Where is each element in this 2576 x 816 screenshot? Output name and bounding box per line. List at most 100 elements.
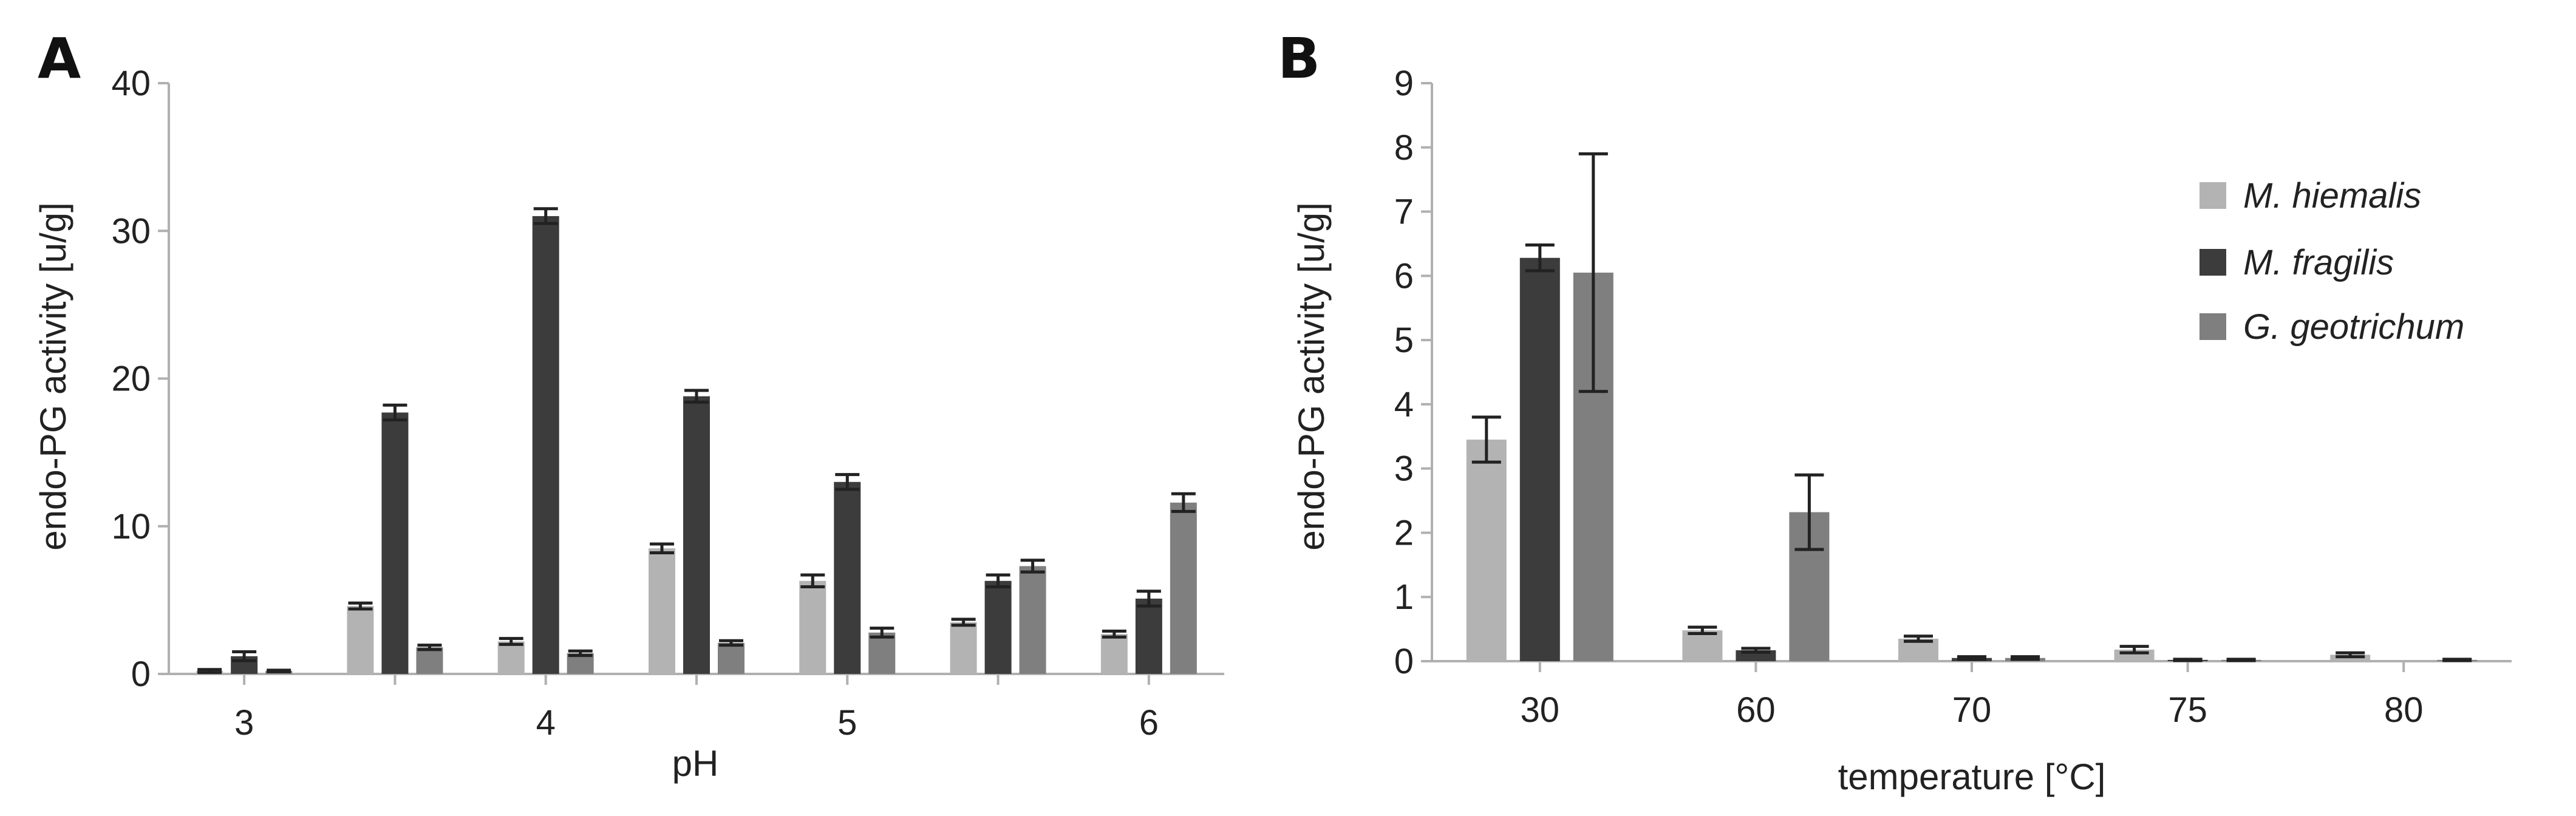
panel-a-error-bar-series-2-6 [1136,590,1161,608]
panel-a-bar-series-2-4 [532,216,559,674]
panel-a-error-bar-series-1-5 [800,573,825,588]
panel-b-y-tick-label: 7 [1394,192,1414,232]
legend-swatch-m-fragilis [2199,249,2226,276]
panel-a-tick-labels: 0 10 20 30 40 3 4 5 6 [111,64,1159,743]
panel-b-error-bars [1471,152,2472,662]
panel-a-bar-series-3-4-5 [718,642,745,674]
panel-b-error-bar-m-fragilis-30 [1525,243,1555,273]
panel-b-y-tick-label: 3 [1394,449,1414,489]
panel-b-label: B [1278,26,1320,91]
panel-a-bar-series-3-6 [1170,502,1197,674]
panel-a-error-bar-series-3-4-5 [719,639,743,647]
panel-b-error-bar-m-fragilis-75 [2173,658,2203,662]
panel-a-bar-series-1-5-5 [950,622,977,674]
panel-a-error-bar-series-2-5-5 [986,573,1010,588]
panel-b-error-bar-g-geotrichum-80 [2442,658,2472,662]
legend-swatch-g-geotrichum [2199,313,2226,340]
panel-a-error-bar-series-1-6 [1102,629,1126,639]
panel-a-error-bar-series-1-4 [499,637,523,646]
panel-a-bar-series-2-6 [1135,598,1162,674]
panel-a-bar-series-2-3-5 [381,412,409,674]
panel-a-bar-series-1-6 [1100,634,1128,674]
panel-a-bar-series-1-5 [799,580,826,674]
panel-a-error-bar-series-3-3 [267,668,291,673]
panel-a-error-bar-series-2-4 [533,207,558,225]
panel-a-bar-series-1-4-5 [649,548,675,674]
panel-a-axes [158,82,1224,685]
panel-a-error-bar-series-2-3 [232,650,257,662]
panel-b-y-tick-label: 2 [1394,513,1414,552]
legend-label-m-hiemalis: M. hiemalis [2243,176,2421,216]
panel-b-y-tick-label: 1 [1394,577,1414,617]
panel-b-y-tick-label: 0 [1394,642,1414,681]
panel-a-bar-series-1-4 [497,641,525,674]
panel-a-error-bar-series-3-4 [568,649,593,658]
panel-a-y-axis-title: endo-PG activity [u/g] [33,202,73,551]
panel-b-error-bar-m-fragilis-60 [1741,647,1771,654]
legend-item-m-hiemalis: M. hiemalis [2199,176,2421,216]
panel-a-error-bar-series-2-3-5 [383,403,407,422]
panel-a-y-tick-label: 40 [111,64,151,103]
panel-a-bar-series-2-5-5 [984,580,1012,674]
panel-a-error-bar-series-3-5 [870,627,894,639]
panel-a-y-tick-label: 20 [111,359,151,399]
panel-a-error-bar-series-3-5-5 [1020,559,1045,574]
panel-b-bar-m-fragilis-30 [1519,257,1560,661]
panel-a-bar-series-3-3-5 [416,647,443,674]
panel-b-error-bar-m-fragilis-70 [1957,655,1986,661]
panel-b-error-bar-g-geotrichum-75 [2226,658,2256,662]
panel-a-x-axis-title: pH [672,743,719,784]
panel-a-bar-series-3-5-5 [1019,566,1046,674]
panel-a-x-tick-label-6: 6 [1139,703,1159,743]
panel-a-bar-series-2-4-5 [683,396,710,674]
panel-b-error-bar-g-geotrichum-70 [2011,655,2040,661]
panel-a-error-bar-series-3-6 [1171,492,1196,513]
panel-a-label: A [38,26,81,91]
panel-b-tick-labels: 0 1 2 3 4 5 6 7 8 9 30 60 70 75 80 [1394,64,2424,730]
panel-b-bar-m-hiemalis-60 [1682,630,1723,661]
panel-a-error-bars [197,207,1196,675]
legend-label-m-fragilis: M. fragilis [2243,243,2394,282]
panel-a-x-tick-label-4: 4 [536,703,556,743]
panel-a-bar-series-1-3-5 [347,606,374,674]
panel-b-error-bar-m-hiemalis-80 [2336,651,2365,659]
panel-b-y-tick-label: 8 [1394,128,1414,168]
panel-a-x-tick-label-3: 3 [234,703,254,743]
panel-b-x-tick-label-70: 70 [1952,690,1992,730]
legend-item-m-fragilis: M. fragilis [2199,243,2394,282]
panel-b-x-tick-label-75: 75 [2168,690,2207,730]
panel-a-y-tick-label: 10 [111,507,151,546]
panel-a-error-bar-series-1-3-5 [348,601,373,611]
panel-a-error-bar-series-2-4-5 [684,389,709,404]
panel-b-error-bar-g-geotrichum-60 [1794,473,1824,551]
panel-b-chart: B endo-PG activity [u/g] temperature [°C… [1278,26,2512,797]
panel-a-error-bar-series-1-5-5 [951,617,976,627]
panel-a-y-tick-label: 0 [131,654,151,694]
panel-a-y-tick-label: 30 [111,211,151,251]
panel-b-y-tick-label: 9 [1394,64,1414,103]
panel-a-error-bar-series-1-3 [197,668,222,675]
panel-b-error-bar-g-geotrichum-30 [1578,152,1608,393]
panel-b-error-bar-m-hiemalis-30 [1471,415,1501,464]
panel-b-y-tick-label: 5 [1394,321,1414,360]
panel-b-x-tick-label-60: 60 [1736,690,1776,730]
panel-a-bar-series-2-5 [834,481,861,674]
panel-b-y-tick-label: 6 [1394,256,1414,296]
panel-b-x-tick-label-30: 30 [1521,690,1560,730]
panel-b-bar-m-hiemalis-30 [1466,440,1507,661]
panel-a-bar-series-3-5 [868,632,896,674]
panel-b-x-tick-label-80: 80 [2384,690,2424,730]
legend-swatch-m-hiemalis [2199,182,2226,209]
panel-b-x-axis-title: temperature [°C] [1838,756,2106,797]
panel-a-error-bar-series-3-3-5 [417,644,442,651]
panel-b-error-bar-m-hiemalis-60 [1688,625,1717,636]
panel-a-chart: A endo-PG activity [u/g] pH 0 10 20 30 40 3 4 5… [33,26,1224,784]
panel-b-error-bar-m-hiemalis-70 [1904,634,1933,643]
panel-a-bars [196,216,1197,674]
panel-a-x-tick-label-5: 5 [837,703,857,743]
legend-item-g-geotrichum: G. geotrichum [2199,307,2464,347]
legend-label-g-geotrichum: G. geotrichum [2243,307,2464,347]
panel-b-y-tick-label: 4 [1394,385,1414,424]
panel-a-error-bar-series-2-5 [835,473,860,491]
